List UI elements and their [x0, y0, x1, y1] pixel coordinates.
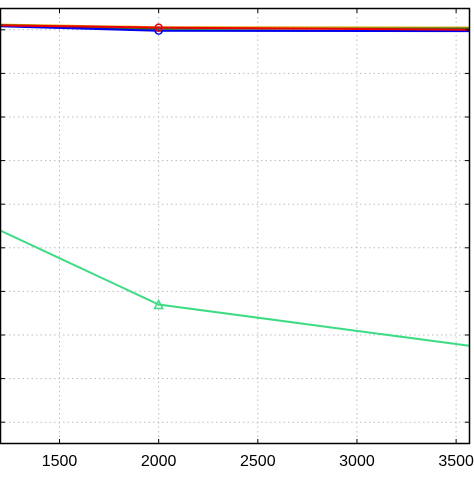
data-point: [154, 23, 163, 32]
x-tick-label: 3500: [438, 453, 474, 470]
data-point: [153, 298, 164, 310]
series-line-5: [0, 229, 471, 347]
series-line-4: [0, 24, 471, 31]
x-tick-label: 2500: [240, 453, 276, 470]
x-tick-label: 1500: [42, 453, 78, 470]
x-tick-label: 3000: [339, 453, 375, 470]
axes-frame: [0, 7, 471, 445]
series-group: [0, 23, 471, 347]
axes: [0, 7, 471, 445]
x-tick-label: 2000: [141, 453, 177, 470]
x-tick-labels: 1500 2000 2500 3000 3500: [42, 453, 474, 470]
grid-lines: [0, 8, 470, 444]
